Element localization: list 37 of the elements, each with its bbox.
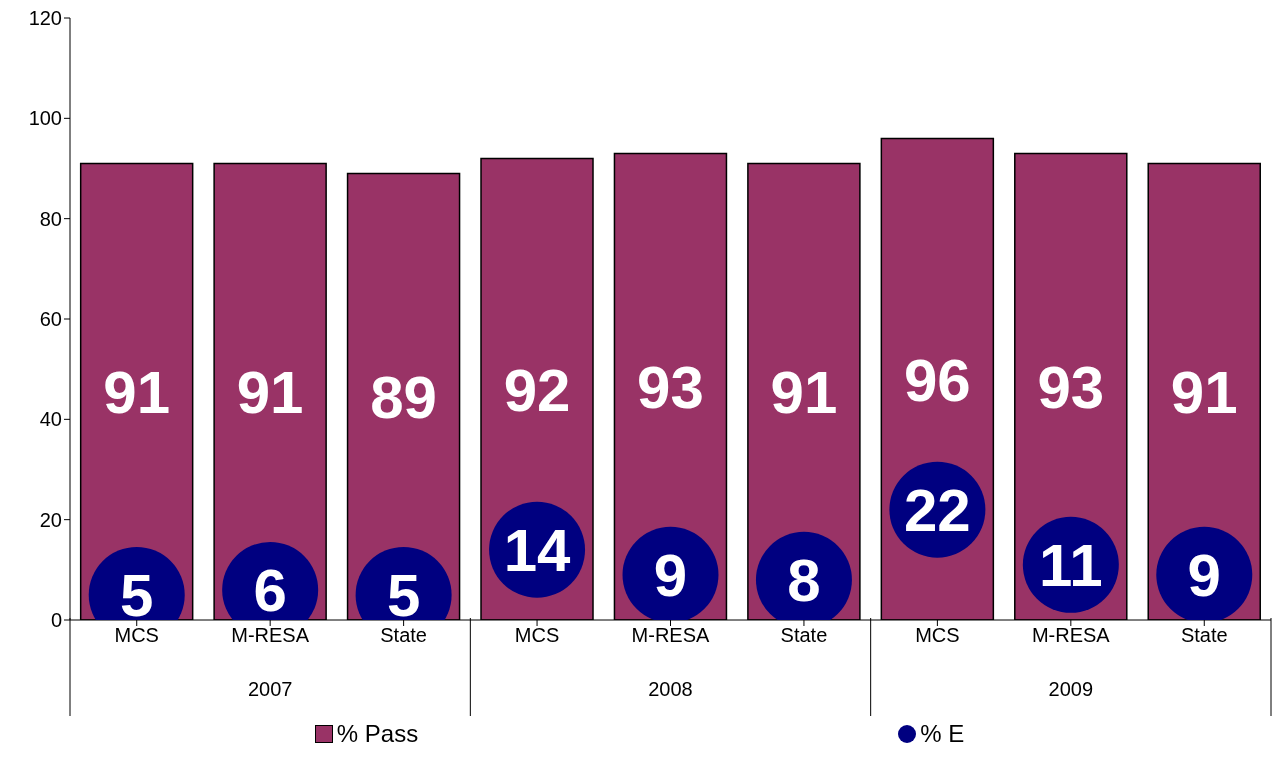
- x-tick-label: State: [1180, 624, 1228, 647]
- x-tick-label: MCS: [915, 624, 960, 647]
- y-tick-label: 0: [50, 609, 62, 632]
- data-label: 96: [903, 346, 971, 414]
- x-tick-label: M-RESA: [231, 624, 310, 647]
- x-tick-label: M-RESA: [1031, 624, 1111, 647]
- text: 2007: [247, 678, 293, 700]
- legend-label: % E: [920, 720, 965, 748]
- data-label: 14: [503, 517, 572, 585]
- y-tick-label: 100: [28, 107, 62, 130]
- data-label: 91: [770, 359, 838, 427]
- y-tick-label: 80: [39, 207, 62, 230]
- data-label: 91: [1170, 359, 1238, 427]
- data-label: 11: [1039, 532, 1103, 600]
- data-label: 91: [103, 359, 171, 427]
- x-tick-label: State: [780, 624, 828, 647]
- y-tick-label: 20: [39, 508, 62, 531]
- x-tick-label: MCS: [114, 624, 159, 647]
- data-label: 91: [236, 359, 304, 427]
- data-label: 6: [253, 557, 287, 625]
- y-tick-label: 40: [39, 408, 62, 431]
- data-label: 9: [1187, 542, 1221, 610]
- y-tick-label: 60: [39, 308, 62, 331]
- x-tick-label: MCS: [514, 624, 560, 647]
- data-label: 93: [637, 354, 704, 422]
- legend-label: % Pass: [336, 720, 419, 748]
- y-tick-label: 120: [28, 7, 62, 30]
- data-label: 22: [904, 476, 971, 544]
- data-label: 8: [787, 547, 821, 615]
- data-label: 92: [503, 356, 571, 424]
- text: 2009: [1048, 678, 1094, 700]
- text: 2008: [648, 678, 693, 700]
- x-tick-label: M-RESA: [631, 624, 711, 647]
- x-tick-label: State: [380, 624, 427, 647]
- data-label: 93: [1037, 354, 1105, 422]
- data-label: 89: [370, 364, 437, 432]
- data-label: 9: [653, 542, 688, 610]
